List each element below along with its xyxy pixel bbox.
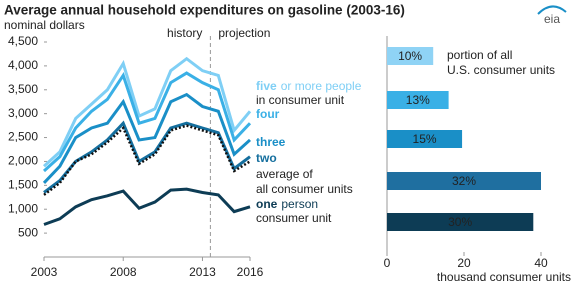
series-name: four (256, 107, 280, 121)
y-tick-label: 3,000 (8, 106, 38, 120)
bar (387, 172, 541, 190)
x-tick-label: 40 (534, 256, 548, 270)
bar-label: 15% (413, 132, 437, 146)
series-name: three (256, 135, 286, 149)
x-tick-label: 2003 (31, 265, 58, 279)
bar-label: 13% (406, 93, 430, 107)
note: portion of all (447, 48, 512, 62)
series-label: four (256, 107, 280, 121)
series-label: five or more people (256, 79, 362, 93)
series-label-part: or more people (281, 79, 362, 93)
series-label-part: person (281, 197, 318, 211)
series-name: five (256, 79, 277, 93)
series-label: in consumer unit (256, 93, 345, 107)
logo-text: eia (544, 12, 560, 26)
series-label: one person (256, 197, 318, 211)
series-label: all consumer units (256, 182, 353, 196)
x-axis-label: thousand consumer units (437, 270, 571, 283)
series-label: consumer unit (256, 211, 332, 225)
x-tick-label: 2016 (237, 265, 264, 279)
series-label: average of (256, 167, 313, 181)
y-tick-label: 1,500 (8, 178, 38, 192)
y-tick-label: 2,500 (8, 130, 38, 144)
x-tick-label: 2008 (110, 265, 137, 279)
annotation: projection (218, 26, 270, 40)
series-name: one (256, 197, 278, 211)
subtitle: nominal dollars (4, 18, 85, 32)
y-tick-label: 4,500 (8, 34, 38, 48)
series-name: two (256, 151, 277, 165)
series-line (42, 71, 252, 173)
y-tick-label: 1,000 (8, 201, 38, 215)
bar-label: 32% (452, 174, 476, 188)
series-label: two (256, 151, 277, 165)
y-tick-label: 500 (18, 225, 38, 239)
series-name: average of (256, 167, 313, 181)
x-tick-label: 2013 (189, 265, 216, 279)
series-line (43, 124, 251, 196)
chart-title: Average annual household expenditures on… (4, 3, 405, 18)
bar-label: 30% (448, 215, 472, 229)
x-tick-label: 20 (457, 256, 471, 270)
series-line (43, 187, 251, 226)
bar (387, 91, 449, 109)
series-line (42, 56, 252, 168)
bar (387, 47, 434, 65)
bar-label: 10% (398, 49, 422, 63)
y-tick-label: 4,000 (8, 58, 38, 72)
x-tick-label: 0 (384, 256, 391, 270)
bar (387, 130, 463, 148)
logo: eia (537, 5, 567, 26)
bar (387, 213, 534, 231)
annotation: history (167, 26, 202, 40)
y-tick-label: 2,000 (8, 154, 38, 168)
series-label: three (256, 135, 286, 149)
series-line (43, 120, 251, 194)
series-line (42, 92, 252, 184)
y-tick-label: 3,500 (8, 82, 38, 96)
note: U.S. consumer units (447, 63, 555, 77)
